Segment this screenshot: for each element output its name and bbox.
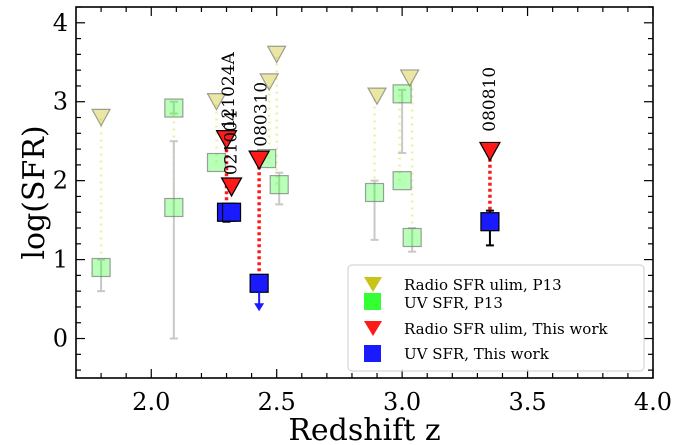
legend-uv-this-label: UV SFR, This work: [404, 345, 550, 363]
connector-lines: [99, 54, 492, 284]
radio-p13-triangle: [266, 45, 287, 64]
y-axis-label: log(SFR): [17, 125, 52, 259]
uv-p13-square: [392, 171, 412, 191]
plot-frame: [75, 6, 654, 379]
radio-p13-triangle: [206, 93, 227, 112]
radio-this-triangle: [478, 141, 501, 162]
y-ticks: 0 1 2 3 4: [53, 6, 653, 371]
source-annotation: 080810: [480, 67, 500, 132]
radio-this-triangle: [248, 150, 271, 171]
legend-box: [347, 264, 645, 372]
uv-this-square: [221, 202, 242, 222]
radio-this-triangle: [215, 130, 238, 150]
uv-p13-square: [91, 257, 111, 278]
x-axis-label: Redshift z: [288, 413, 440, 445]
legend-radio-p13-marker: [364, 277, 382, 292]
y-tick-label: 0: [53, 325, 68, 353]
legend-radio-p13-label: Radio SFR ulim, P13: [404, 276, 562, 294]
y-tick-label: 4: [53, 9, 68, 37]
source-annotation: 121024A: [219, 51, 239, 129]
uv-p13-square: [164, 98, 184, 118]
upper-limit-arrow-head: [254, 303, 265, 312]
uv-p13-square: [206, 152, 227, 173]
data-markers: [91, 45, 501, 312]
radio-p13-triangle: [367, 87, 388, 106]
legend-uv-this-marker: [364, 345, 381, 362]
radio-p13-triangle: [399, 69, 420, 88]
legend: Radio SFR ulim, P13 UV SFR, P13 Radio SF…: [347, 264, 645, 372]
y-tick-label: 2: [53, 167, 68, 195]
uv-p13-square: [269, 175, 289, 195]
radio-this-triangle: [220, 177, 243, 198]
uv-p13-square: [392, 84, 412, 104]
legend-uv-p13-label: UV SFR, P13: [404, 294, 503, 312]
radio-p13-triangle: [259, 73, 280, 92]
uv-p13-square: [164, 197, 184, 218]
source-annotation: 080310: [252, 82, 272, 147]
legend-radio-this-marker: [364, 321, 382, 336]
uv-p13-square: [364, 182, 385, 203]
source-annotation: 021004: [222, 110, 242, 175]
x-tick-label: 3.5: [508, 388, 546, 416]
y-tick-label: 1: [53, 246, 68, 274]
axes: 2.0 2.5 3.0 3.5 4.0 0 1 2 3 4 Redshift z log(SFR…: [17, 6, 672, 445]
x-tick-label: 2.0: [132, 388, 170, 416]
y-tick-label: 3: [53, 88, 68, 116]
x-tick-label: 2.5: [258, 388, 296, 416]
x-ticks: 2.0 2.5 3.0 3.5 4.0: [100, 7, 672, 416]
uv-p13-square: [402, 227, 422, 248]
uv-this-square: [249, 273, 269, 293]
x-tick-label: 3.0: [383, 388, 421, 416]
radio-p13-triangle: [91, 108, 112, 127]
legend-radio-this-label: Radio SFR ulim, This work: [404, 320, 609, 338]
uv-this-square: [480, 212, 500, 232]
x-tick-label: 4.0: [634, 388, 672, 416]
legend-uv-p13-marker: [364, 293, 381, 310]
